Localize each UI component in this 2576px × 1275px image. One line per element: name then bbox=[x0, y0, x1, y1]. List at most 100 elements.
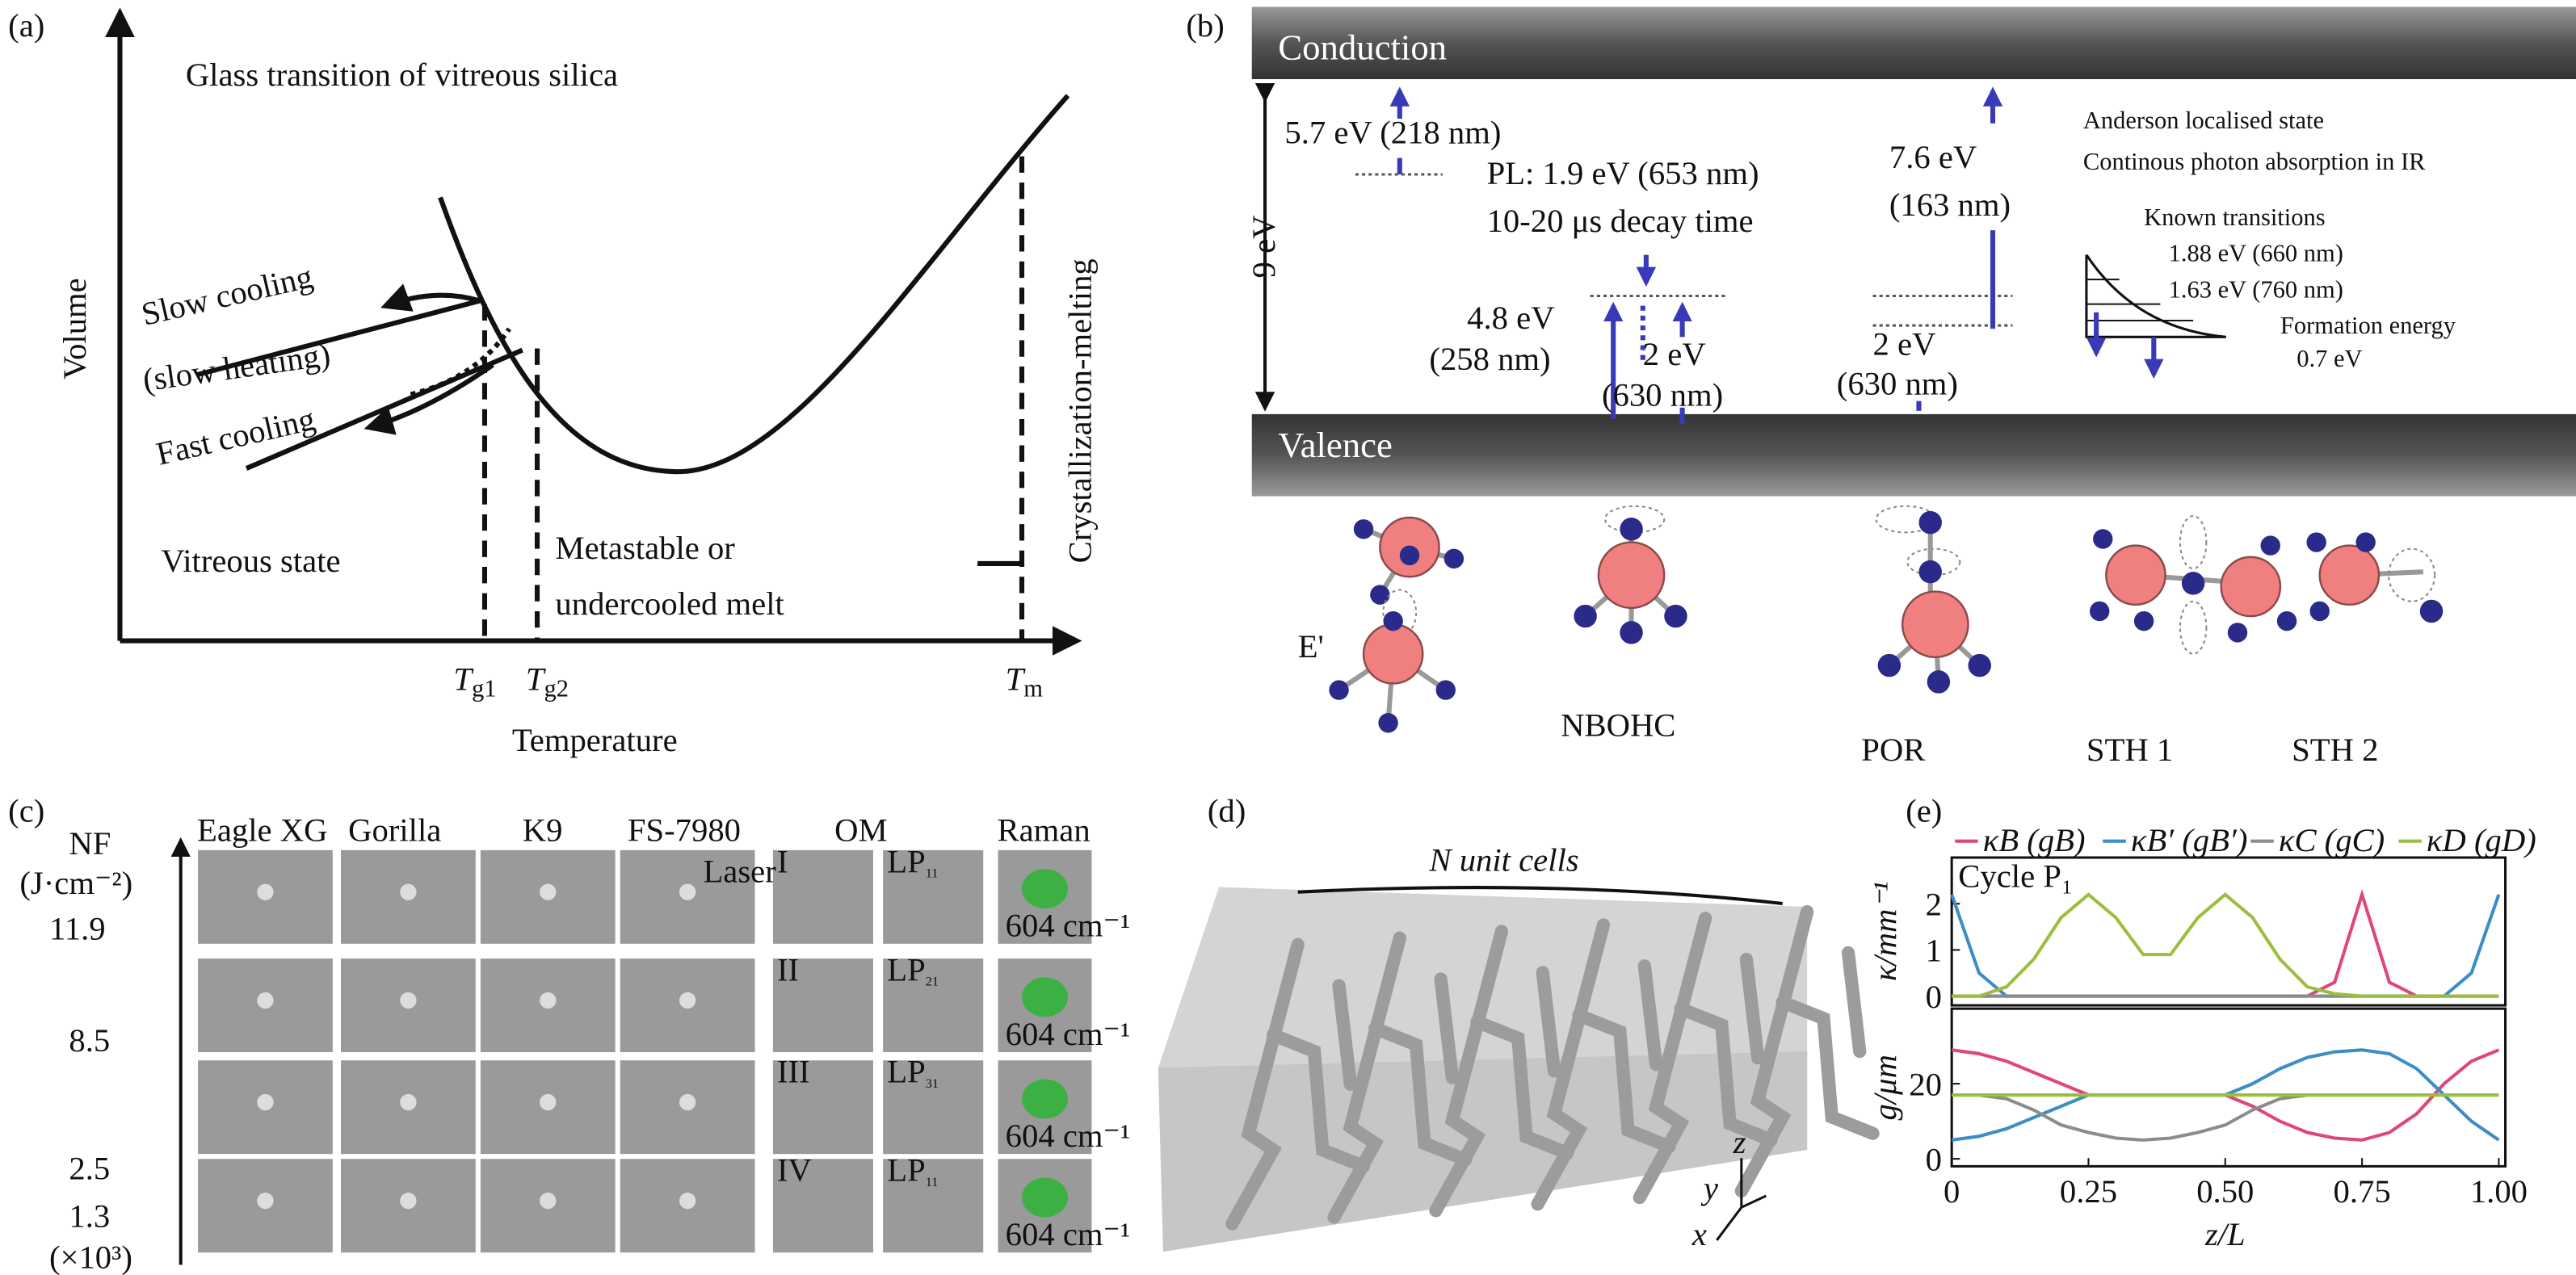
legend-label: κB (gB) bbox=[1983, 822, 2086, 858]
tick-label: Tg2 bbox=[526, 661, 569, 703]
column-label: FS-7980 bbox=[628, 812, 741, 849]
annotation: 10-20 μs decay time bbox=[1487, 203, 1754, 239]
panel-a: (a) Glass transition of vitreous silica … bbox=[8, 7, 1098, 758]
waveguides bbox=[1225, 905, 1880, 1231]
damage-spot bbox=[400, 883, 417, 900]
mode-base: LP bbox=[887, 952, 925, 988]
defect-label: STH 2 bbox=[2292, 732, 2378, 768]
image-tile bbox=[881, 957, 985, 1055]
panel-c: (c) NF (J·cm⁻²) (×10³) 11.9 8.5 2.5 1.3 … bbox=[8, 792, 1130, 1275]
waveguide bbox=[1225, 937, 1371, 1231]
legend-label: κC (gC) bbox=[2279, 822, 2385, 858]
annotation: Vitreous state bbox=[161, 543, 340, 579]
image-tile bbox=[881, 848, 985, 946]
damage-spot bbox=[257, 1192, 274, 1210]
arrow bbox=[410, 327, 512, 397]
annotation: (630 nm) bbox=[1602, 377, 1723, 413]
annotation: Cycle P₁ bbox=[1958, 858, 2073, 895]
axis-symbol: NF bbox=[69, 825, 111, 862]
annotation: 1.88 eV (660 nm) bbox=[2169, 240, 2343, 267]
x-tick-label: 0.50 bbox=[2196, 1173, 2254, 1210]
axis-label: y bbox=[1700, 1170, 1719, 1206]
y-axis-label: g/μm bbox=[1867, 1055, 1903, 1120]
subscript: g2 bbox=[544, 675, 569, 703]
panel-d: (d) N unit cells x y z bbox=[1158, 792, 1880, 1252]
mode-sub: 21 bbox=[926, 975, 939, 989]
waveguide bbox=[1429, 925, 1574, 1218]
annotation: undercooled melt bbox=[555, 585, 784, 622]
waveguide bbox=[1531, 918, 1676, 1211]
y-tick-label: 0 bbox=[1926, 979, 1942, 1015]
row-label: 1.3 bbox=[69, 1198, 110, 1235]
annotation: Crystallization-melting bbox=[1061, 258, 1098, 563]
axis-unit: (J·cm⁻²) bbox=[19, 865, 132, 901]
annotation: 7.6 eV bbox=[1889, 139, 1977, 175]
defect-label: E' bbox=[1298, 628, 1324, 665]
damage-spot bbox=[257, 1093, 274, 1111]
annotation: (258 nm) bbox=[1429, 341, 1550, 377]
column-label: Raman bbox=[998, 812, 1090, 849]
column-label: K9 bbox=[523, 812, 563, 849]
axis-glyph bbox=[1741, 1194, 1767, 1209]
title-text: N unit cells bbox=[1428, 841, 1578, 878]
panel-b: (b) Conduction Valence 9 eV 5.7 eV (218 … bbox=[1186, 6, 2576, 768]
column-label: Eagle XG bbox=[197, 812, 327, 849]
panel-label: (d) bbox=[1208, 792, 1246, 828]
annotation: 1.63 eV (760 nm) bbox=[2169, 276, 2343, 304]
axis-label: z bbox=[1733, 1124, 1746, 1160]
mode-sub: 11 bbox=[926, 866, 939, 880]
raman-label: 604 cm⁻¹ bbox=[1006, 1216, 1130, 1252]
raman-label: 604 cm⁻¹ bbox=[1006, 908, 1130, 944]
mode-base: LP bbox=[887, 843, 925, 879]
annotation: Slow cooling bbox=[138, 258, 316, 332]
axis-glyph bbox=[1716, 1206, 1743, 1241]
x-tick-label: 0 bbox=[1944, 1173, 1960, 1210]
levels bbox=[1355, 173, 2013, 327]
defect-label: NBOHC bbox=[1561, 707, 1675, 744]
raman-label: 604 cm⁻¹ bbox=[1006, 1016, 1130, 1052]
x-tick-label: 0.75 bbox=[2334, 1173, 2391, 1210]
molecules bbox=[1329, 505, 2444, 733]
panel-label: (b) bbox=[1186, 7, 1224, 44]
legend-label: κD (gD) bbox=[2427, 822, 2536, 858]
defect-label: POR bbox=[1861, 732, 1926, 768]
damage-spot bbox=[257, 883, 274, 900]
annotation: (630 nm) bbox=[1837, 365, 1958, 401]
symbol: T bbox=[1006, 661, 1027, 698]
annotation: 2 eV bbox=[1873, 326, 1936, 363]
plot-frame bbox=[1950, 856, 2507, 1007]
raman-map bbox=[1022, 1177, 1068, 1218]
mode-label: LP11 bbox=[887, 843, 938, 880]
legend-label: κB′ (gB′) bbox=[2131, 822, 2248, 858]
tick-label: Tg1 bbox=[453, 661, 496, 703]
gap-label: 9 eV bbox=[1246, 216, 1282, 279]
row-numeral: III bbox=[777, 1054, 810, 1090]
image-tile bbox=[618, 848, 757, 946]
damage-spot bbox=[400, 992, 417, 1009]
panel-label: (a) bbox=[8, 7, 44, 44]
damage-spot bbox=[540, 1192, 557, 1210]
damage-spot bbox=[540, 992, 557, 1009]
row-numeral: IV bbox=[777, 1152, 812, 1189]
mode-label: LP21 bbox=[887, 952, 939, 989]
x-axis-label: z/L bbox=[2204, 1216, 2246, 1252]
axis-label: x bbox=[1691, 1216, 1707, 1252]
column-label: OM bbox=[834, 812, 888, 849]
y-axis-label: κ/mm⁻¹ bbox=[1867, 882, 1903, 981]
bracket bbox=[1297, 886, 1783, 905]
annotation: 0.7 eV bbox=[2297, 345, 2362, 372]
curve bbox=[438, 94, 1070, 475]
image-tile bbox=[771, 848, 875, 946]
damage-spot bbox=[679, 883, 696, 900]
arrow bbox=[380, 283, 481, 312]
damage-spot bbox=[257, 992, 274, 1009]
annotation: (slow heating) bbox=[141, 336, 333, 398]
row-numeral: I bbox=[777, 843, 788, 879]
defect-label: STH 1 bbox=[2086, 732, 2173, 768]
title: N unit cells bbox=[1428, 841, 1578, 878]
row-label: 11.9 bbox=[49, 911, 106, 947]
annotation: 4.8 eV bbox=[1467, 300, 1554, 336]
image-tile bbox=[881, 1059, 985, 1156]
waveguide bbox=[1327, 931, 1473, 1224]
raman-map bbox=[1022, 977, 1068, 1017]
